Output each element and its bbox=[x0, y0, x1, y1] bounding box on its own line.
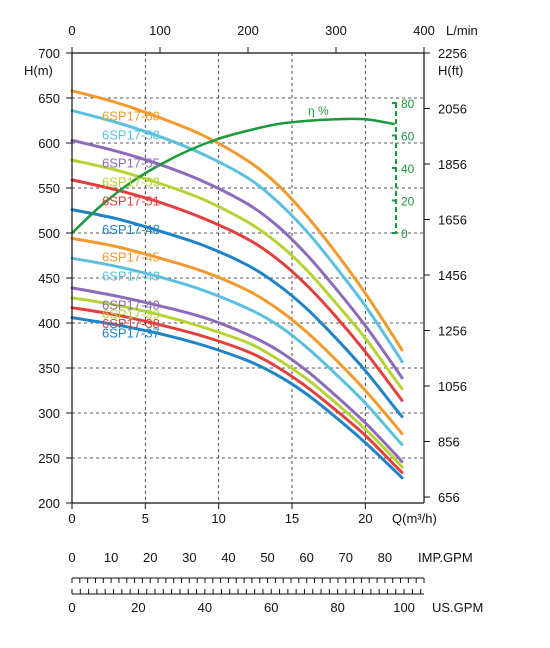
x-bottom-axis-label: Q(m³/h) bbox=[392, 511, 437, 526]
x-top-tick-label: 200 bbox=[237, 23, 259, 38]
y-left-tick-label: 600 bbox=[38, 136, 60, 151]
series-label-6SP17-51: 6SP17-51 bbox=[102, 193, 160, 208]
y-left-tick-label: 700 bbox=[38, 46, 60, 61]
imp-gpm-tick-label: 60 bbox=[299, 550, 313, 565]
head-curve-6SP17-37 bbox=[70, 316, 404, 480]
us-gpm-tick-label: 80 bbox=[330, 600, 344, 615]
series-label-6SP17-55: 6SP17-55 bbox=[102, 155, 160, 170]
head-curve-6SP17-55 bbox=[70, 138, 404, 380]
head-curve-6SP17-51 bbox=[70, 178, 404, 402]
imp-gpm-tick-label: 40 bbox=[221, 550, 235, 565]
y-right-tick-label: 1056 bbox=[438, 379, 467, 394]
y-right-tick-label: 2256 bbox=[438, 46, 467, 61]
series-label-6SP17-58: 6SP17-58 bbox=[102, 127, 160, 142]
series-label-6SP17-60: 6SP17-60 bbox=[102, 108, 160, 123]
y-left-tick-label: 650 bbox=[38, 91, 60, 106]
series-label-6SP17-38: 6SP17-38 bbox=[102, 316, 160, 331]
imp-gpm-tick-label: 80 bbox=[378, 550, 392, 565]
head-curve-6SP17-38 bbox=[70, 306, 404, 474]
y-left-tick-label: 500 bbox=[38, 226, 60, 241]
y-right-axis-label: H(ft) bbox=[438, 63, 463, 78]
y-left-tick-label: 300 bbox=[38, 406, 60, 421]
x-top-tick-label: 400 bbox=[413, 23, 435, 38]
y-left-tick-label: 550 bbox=[38, 181, 60, 196]
y-right-tick-label: 1256 bbox=[438, 324, 467, 339]
efficiency-curve bbox=[71, 117, 395, 234]
x-bottom-tick-label: 0 bbox=[68, 511, 75, 526]
efficiency-axis-tick-label: 0 bbox=[401, 227, 408, 241]
imp-gpm-tick-label: 0 bbox=[68, 550, 75, 565]
x-top-tick-label: 100 bbox=[149, 23, 171, 38]
efficiency-axis-tick-label: 20 bbox=[401, 195, 415, 209]
efficiency-axis-tick-label: 80 bbox=[401, 97, 415, 111]
us-gpm-tick-label: 0 bbox=[68, 600, 75, 615]
series-label-6SP17-43: 6SP17-43 bbox=[102, 268, 160, 283]
x-bottom-tick-label: 15 bbox=[285, 511, 299, 526]
axes: 200250300350400450500550600650700H(m)225… bbox=[24, 23, 478, 526]
y-left-tick-label: 400 bbox=[38, 316, 60, 331]
imp-gpm-tick-label: 30 bbox=[182, 550, 196, 565]
y-left-axis-label: H(m) bbox=[24, 63, 53, 78]
head-curve-6SP17-43 bbox=[70, 256, 404, 446]
imp-gpm-tick-label: 70 bbox=[339, 550, 353, 565]
us-gpm-tick-label: 20 bbox=[131, 600, 145, 615]
us-gpm-label: US.GPM bbox=[432, 600, 483, 615]
efficiency-label: η % bbox=[308, 104, 329, 118]
y-right-tick-label: 856 bbox=[438, 435, 460, 450]
y-left-tick-label: 450 bbox=[38, 271, 60, 286]
y-left-tick-label: 350 bbox=[38, 361, 60, 376]
head-curve-6SP17-45 bbox=[70, 236, 404, 436]
y-left-tick-label: 200 bbox=[38, 496, 60, 511]
head-curve-6SP17-60 bbox=[70, 89, 404, 352]
head-curve-6SP17-53 bbox=[70, 158, 404, 391]
flow-unit-scales: 0 10 20 30 40 50 60 70 80 IMP.GPM 0 20 40 60 80 100 US.G… bbox=[68, 550, 483, 615]
series-label-6SP17-39: 6SP17-39 bbox=[102, 306, 160, 321]
us-gpm-tick-label: 60 bbox=[264, 600, 278, 615]
y-left-tick-label: 250 bbox=[38, 451, 60, 466]
imp-gpm-tick-label: 20 bbox=[143, 550, 157, 565]
series-label-6SP17-48: 6SP17-48 bbox=[102, 222, 160, 237]
series-labels: 6SP17-60 6SP17-58 6SP17-55 6SP17-53 6SP17-51… bbox=[102, 108, 160, 340]
y-right-tick-label: 656 bbox=[438, 490, 460, 505]
series-label-6SP17-53: 6SP17-53 bbox=[102, 174, 160, 189]
head-curves bbox=[70, 89, 404, 480]
x-bottom-tick-label: 10 bbox=[211, 511, 225, 526]
imp-gpm-label: IMP.GPM bbox=[418, 550, 473, 565]
x-bottom-tick-label: 20 bbox=[358, 511, 372, 526]
efficiency-curve-group: 0 20 40 60 80 η % bbox=[71, 97, 415, 241]
x-bottom-tick-label: 5 bbox=[142, 511, 149, 526]
y-right-tick-label: 1656 bbox=[438, 213, 467, 228]
series-label-6SP17-37: 6SP17-37 bbox=[102, 325, 160, 340]
x-top-tick-label: 0 bbox=[68, 23, 75, 38]
y-right-tick-label: 1456 bbox=[438, 268, 467, 283]
head-curve-6SP17-58 bbox=[70, 109, 404, 364]
head-curve-6SP17-48 bbox=[70, 208, 404, 419]
efficiency-axis-tick-label: 60 bbox=[401, 130, 415, 144]
imp-gpm-tick-label: 50 bbox=[260, 550, 274, 565]
x-top-axis-label: L/min bbox=[446, 23, 478, 38]
grid bbox=[72, 53, 424, 503]
efficiency-axis-tick-label: 40 bbox=[401, 162, 415, 176]
y-right-tick-label: 2056 bbox=[438, 102, 467, 117]
us-gpm-tick-label: 100 bbox=[393, 600, 415, 615]
y-right-tick-label: 1856 bbox=[438, 157, 467, 172]
series-label-6SP17-45: 6SP17-45 bbox=[102, 249, 160, 264]
head-curve-6SP17-39 bbox=[70, 296, 404, 469]
x-top-tick-label: 300 bbox=[325, 23, 347, 38]
series-label-6SP17-40: 6SP17-40 bbox=[102, 297, 160, 312]
head-curve-6SP17-40 bbox=[70, 286, 404, 464]
us-gpm-tick-label: 40 bbox=[198, 600, 212, 615]
imp-gpm-tick-label: 10 bbox=[104, 550, 118, 565]
